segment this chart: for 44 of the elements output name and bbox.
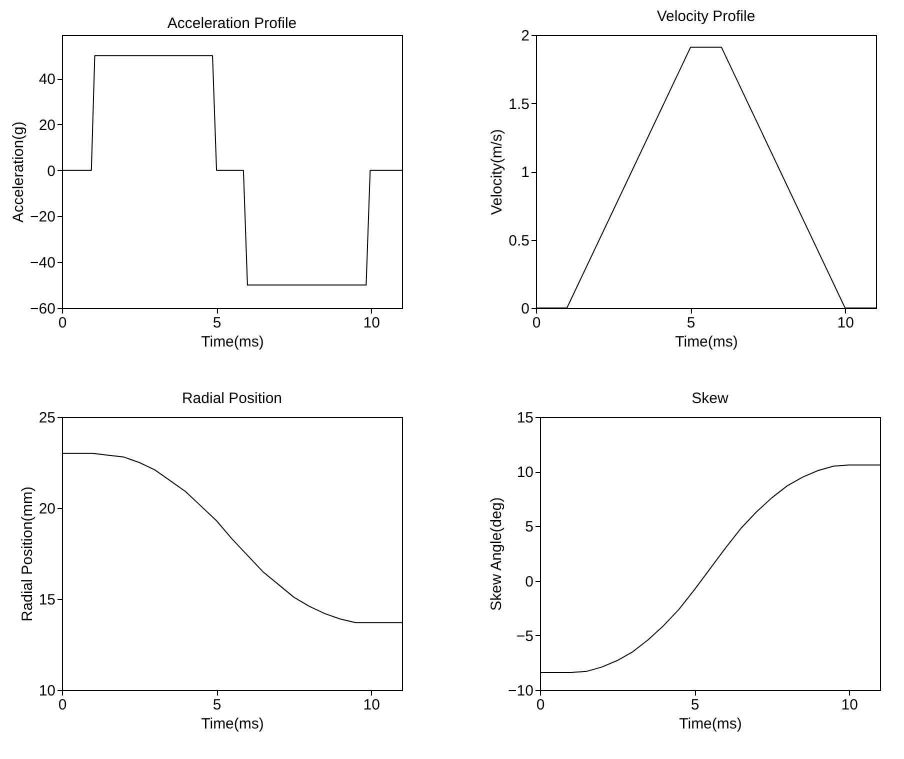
y-tick-label: 0 [521, 300, 530, 318]
x-tick-label: 5 [690, 696, 700, 714]
y-tick-label: 20 [38, 500, 56, 518]
x-tick-label: 5 [212, 314, 222, 332]
x-axis-title: Time(ms) [201, 334, 264, 350]
y-tick-label: 15 [516, 410, 534, 426]
x-axis-title: Time(ms) [679, 716, 742, 732]
y-tick-label: −40 [30, 254, 56, 272]
x-tick-label: 10 [837, 314, 854, 332]
x-tick-label: 0 [58, 696, 67, 714]
x-tick-label: 10 [841, 696, 858, 714]
x-tick-label: 0 [536, 696, 545, 714]
chart-title: Velocity Profile [656, 8, 756, 25]
x-axis-title: Time(ms) [201, 716, 264, 732]
y-tick-label: 1.5 [508, 96, 530, 113]
chart-title: Radial Position [182, 390, 282, 407]
y-axis-title: Velocity(m/s) [488, 129, 506, 215]
x-axis-title: Time(ms) [675, 334, 738, 350]
y-tick-label: 40 [38, 71, 56, 88]
x-tick-label: 0 [58, 314, 67, 332]
y-tick-label: −5 [516, 628, 534, 645]
y-tick-label: −10 [508, 682, 534, 700]
y-tick-label: 2 [521, 28, 530, 44]
x-tick-label: 5 [212, 696, 222, 714]
chart-title: Skew [692, 390, 729, 407]
y-tick-label: 0 [47, 162, 56, 180]
y-tick-label: 15 [38, 592, 56, 608]
x-tick-label: 5 [686, 314, 696, 332]
y-tick-label: 20 [38, 116, 56, 134]
y-tick-label: −20 [30, 208, 56, 226]
x-tick-label: 10 [363, 314, 380, 332]
y-axis-title: Skew Angle(deg) [488, 497, 506, 611]
y-axis-title: Radial Position(mm) [18, 486, 36, 622]
y-tick-label: 5 [525, 518, 534, 536]
y-tick-label: 1 [521, 164, 530, 181]
y-axis-title: Acceleration(g) [10, 122, 28, 222]
x-tick-label: 10 [363, 696, 380, 714]
y-tick-label: 25 [38, 410, 56, 426]
y-tick-label: 0.5 [508, 232, 530, 250]
y-tick-label: 10 [38, 682, 56, 700]
y-tick-label: −60 [30, 300, 56, 318]
y-tick-label: 0 [525, 573, 534, 590]
y-tick-label: 10 [516, 464, 534, 482]
chart-title: Acceleration Profile [167, 15, 297, 32]
